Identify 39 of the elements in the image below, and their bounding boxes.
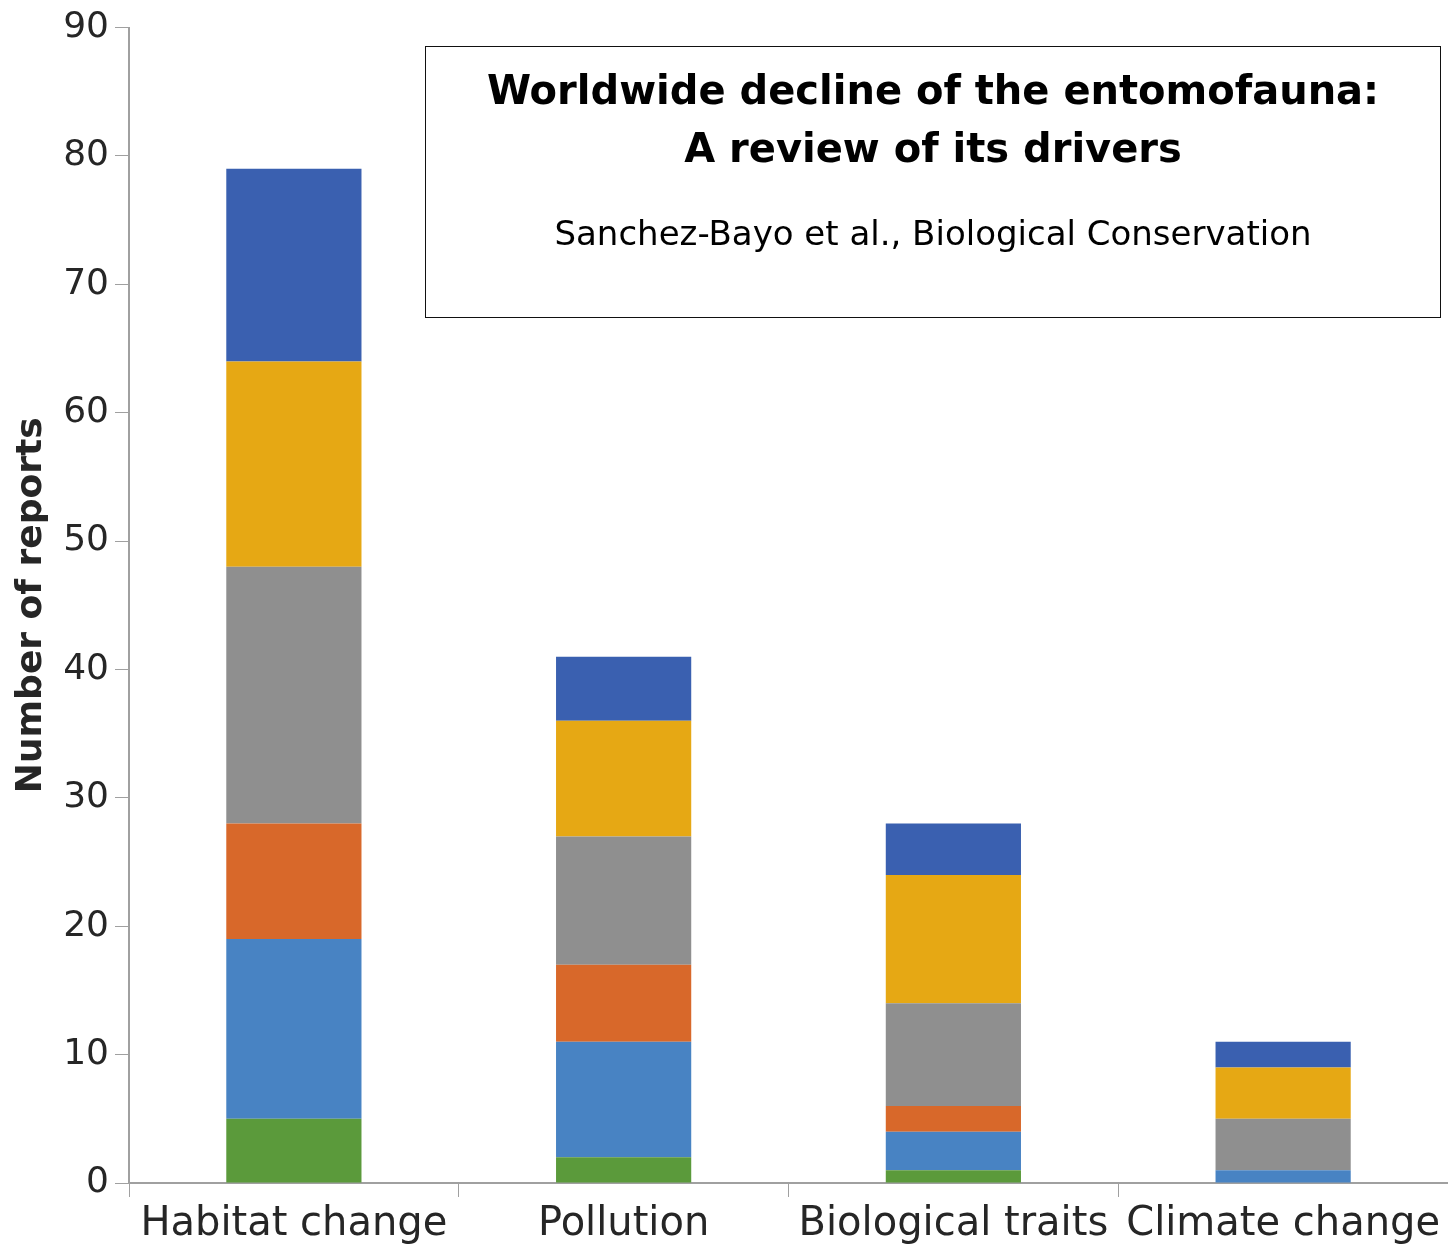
bar bbox=[556, 1041, 692, 1158]
bar bbox=[556, 836, 692, 965]
text: Sanchez-Bayo et al., Biological Conservation bbox=[553, 213, 1313, 253]
bar bbox=[1215, 1041, 1351, 1068]
bar bbox=[885, 823, 1021, 875]
bar bbox=[1215, 1118, 1351, 1171]
bar bbox=[1215, 1170, 1351, 1183]
y-axis-title: Number of reports bbox=[7, 417, 49, 794]
y-tick-label: 70 bbox=[63, 260, 110, 302]
y-tick-label: 20 bbox=[63, 902, 110, 944]
bar bbox=[885, 1105, 1021, 1132]
x-tick-label: Climate change bbox=[1126, 1198, 1441, 1245]
x-tick-label: Habitat change bbox=[140, 1198, 448, 1245]
bar bbox=[226, 823, 362, 940]
y-tick-label: 90 bbox=[63, 3, 110, 45]
bar bbox=[556, 964, 692, 1042]
y-tick-label: 60 bbox=[63, 389, 110, 431]
bar bbox=[226, 168, 362, 362]
y-tick-label: 30 bbox=[63, 774, 110, 816]
x-tick-label: Biological traits bbox=[798, 1198, 1109, 1245]
y-tick-label: 40 bbox=[63, 645, 110, 687]
text: Worldwide decline of the entomofauna: A review of its drivers bbox=[485, 66, 1381, 173]
bar bbox=[885, 1131, 1021, 1171]
bar bbox=[226, 1118, 362, 1183]
bar bbox=[226, 566, 362, 824]
bar bbox=[885, 874, 1021, 1004]
bar bbox=[226, 939, 362, 1119]
y-tick-label: 10 bbox=[63, 1030, 110, 1072]
y-tick-label: 80 bbox=[63, 132, 110, 174]
y-tick-label: 0 bbox=[86, 1159, 110, 1201]
bar bbox=[556, 656, 692, 721]
bar bbox=[885, 1003, 1021, 1106]
bar bbox=[1215, 1067, 1351, 1119]
bar bbox=[556, 720, 692, 837]
bar bbox=[885, 1170, 1021, 1183]
y-tick-label: 50 bbox=[63, 517, 110, 559]
bar bbox=[226, 361, 362, 567]
x-tick-label: Pollution bbox=[537, 1198, 710, 1245]
bar bbox=[556, 1157, 692, 1183]
